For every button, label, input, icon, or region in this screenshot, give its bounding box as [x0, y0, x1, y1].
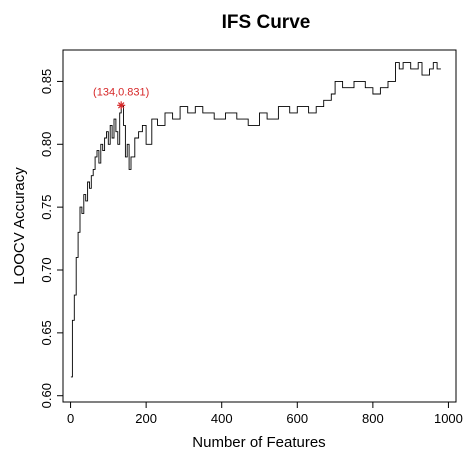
- accuracy-series-line: [70, 62, 441, 378]
- best-point: (134,0.831): [93, 86, 149, 110]
- y-tick-label: 0.60: [39, 383, 54, 408]
- x-tick-label: 400: [211, 411, 233, 426]
- x-tick-label: 600: [286, 411, 308, 426]
- plot-frame: [62, 49, 457, 403]
- x-tick-label: 0: [67, 411, 74, 426]
- x-tick-label: 200: [135, 411, 157, 426]
- y-axis: 0.60 0.65 0.70 0.75 0.80 0.85: [39, 69, 63, 408]
- x-axis-label: Number of Features: [192, 434, 325, 451]
- y-tick-label: 0.65: [39, 320, 54, 345]
- x-tick-label: 1000: [434, 411, 463, 426]
- y-tick-label: 0.70: [39, 257, 54, 282]
- best-point-star-marker: [117, 101, 126, 110]
- x-tick-label: 800: [362, 411, 384, 426]
- y-axis-label: LOOCV Accuracy: [11, 167, 28, 285]
- y-tick-label: 0.80: [39, 132, 54, 157]
- chart-title: IFS Curve: [222, 12, 311, 33]
- y-tick-label: 0.85: [39, 69, 54, 94]
- y-tick-label: 0.75: [39, 194, 54, 219]
- best-point-label: (134,0.831): [93, 86, 149, 98]
- x-axis: 0 200 400 600 800 1000: [67, 402, 463, 426]
